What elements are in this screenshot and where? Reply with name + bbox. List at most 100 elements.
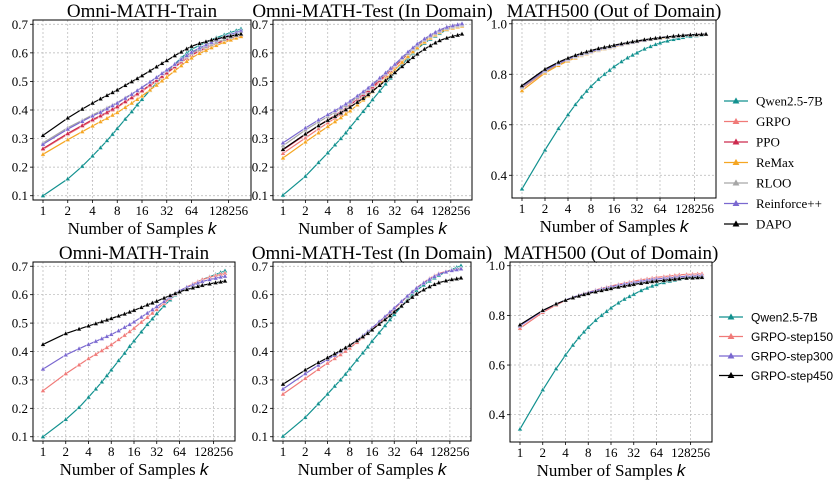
data-point	[138, 314, 145, 320]
data-point	[85, 322, 92, 328]
x-axis-variable: k	[208, 219, 218, 238]
x-axis-variable: k	[200, 460, 210, 479]
x-tick-label: 64	[654, 201, 668, 216]
data-point	[376, 74, 383, 81]
data-point	[338, 109, 344, 115]
data-point	[128, 94, 135, 100]
data-point	[369, 326, 375, 332]
data-point	[153, 306, 160, 312]
data-point	[657, 34, 663, 40]
data-point	[212, 279, 219, 285]
data-point	[595, 45, 602, 51]
legend-label: DAPO	[756, 217, 791, 232]
data-point	[603, 308, 610, 314]
data-point	[683, 275, 690, 281]
data-point	[315, 366, 322, 372]
data-point	[436, 26, 443, 33]
chart-title: Omni-MATH-Train	[59, 243, 210, 264]
data-point	[448, 276, 455, 282]
data-point	[343, 106, 349, 112]
data-point	[76, 361, 82, 367]
data-point	[409, 288, 416, 294]
chart-title: Omni-MATH-Train	[67, 1, 218, 22]
data-point	[342, 371, 349, 377]
data-point	[138, 319, 145, 325]
data-point	[376, 82, 383, 88]
y-tick-label: 0.7	[12, 259, 29, 274]
legend-marker	[727, 371, 735, 379]
data-point	[354, 101, 361, 107]
legend-label: Qwen2.5-7B	[756, 94, 823, 109]
data-point	[147, 67, 153, 73]
x-tick-label: 64	[185, 203, 199, 218]
data-point	[64, 130, 71, 136]
data-point	[459, 30, 465, 37]
data-point	[153, 310, 160, 316]
data-point	[519, 185, 525, 191]
data-point	[171, 67, 178, 73]
data-point	[126, 343, 133, 349]
legend-label: Qwen2.5-7B	[751, 311, 818, 325]
y-tick-label: 1.0	[489, 258, 505, 273]
data-point	[606, 67, 613, 73]
data-point	[664, 33, 671, 39]
data-point	[354, 99, 361, 105]
data-point	[404, 293, 411, 299]
data-point	[652, 35, 659, 41]
data-point	[680, 32, 686, 38]
data-point	[109, 131, 116, 137]
y-tick-label: 0.6	[491, 117, 508, 132]
data-point	[161, 302, 167, 308]
data-point	[382, 316, 388, 322]
data-point	[163, 57, 170, 63]
data-point	[448, 267, 455, 273]
x-tick-label: 128256	[209, 203, 249, 218]
x-axis-label: Number of Samples k	[298, 460, 448, 479]
x-tick-label: 2	[540, 445, 547, 460]
data-point	[222, 278, 228, 284]
data-point	[76, 404, 82, 410]
x-tick-label: 16	[128, 444, 142, 459]
data-point	[615, 284, 622, 290]
data-point	[331, 350, 338, 356]
data-point	[331, 355, 338, 361]
data-point	[354, 357, 360, 363]
data-point	[163, 66, 170, 73]
data-point	[134, 75, 141, 81]
legend-marker	[732, 97, 740, 104]
data-point	[539, 307, 546, 313]
data-point	[404, 298, 411, 304]
data-point	[392, 61, 398, 67]
data-point	[570, 342, 576, 348]
data-point	[421, 35, 428, 41]
legend-label: GRPO-step150	[751, 330, 833, 344]
data-point	[458, 265, 464, 271]
data-point	[399, 54, 405, 60]
y-tick-label: 0.6	[12, 287, 29, 302]
data-point	[104, 137, 110, 143]
data-point	[189, 284, 196, 290]
data-point	[315, 159, 322, 165]
chart-title: Omni-MATH-Test (In Domain)	[252, 243, 492, 264]
data-point	[40, 341, 46, 347]
data-point	[222, 273, 228, 279]
data-point	[40, 387, 46, 393]
data-point	[167, 292, 173, 298]
data-point	[443, 277, 449, 283]
data-point	[302, 366, 309, 372]
data-point	[431, 273, 438, 279]
data-point	[302, 138, 309, 145]
data-point	[108, 315, 115, 321]
legend-item: DAPO	[724, 217, 791, 232]
x-tick-label: 1	[517, 445, 524, 460]
chart-panel-4: 1 2 4 8 16 32 64 128256 0.1 0.2 0.3 0.4 0.5 0.6 0.7 Omn…	[12, 243, 236, 479]
data-point	[342, 348, 349, 354]
data-point	[359, 333, 366, 339]
data-point	[104, 333, 110, 339]
y-tick-label: 0.6	[12, 45, 29, 60]
data-point	[337, 347, 344, 353]
data-point	[217, 278, 224, 284]
data-point	[638, 287, 644, 293]
data-point	[458, 274, 464, 280]
data-point	[382, 322, 388, 328]
